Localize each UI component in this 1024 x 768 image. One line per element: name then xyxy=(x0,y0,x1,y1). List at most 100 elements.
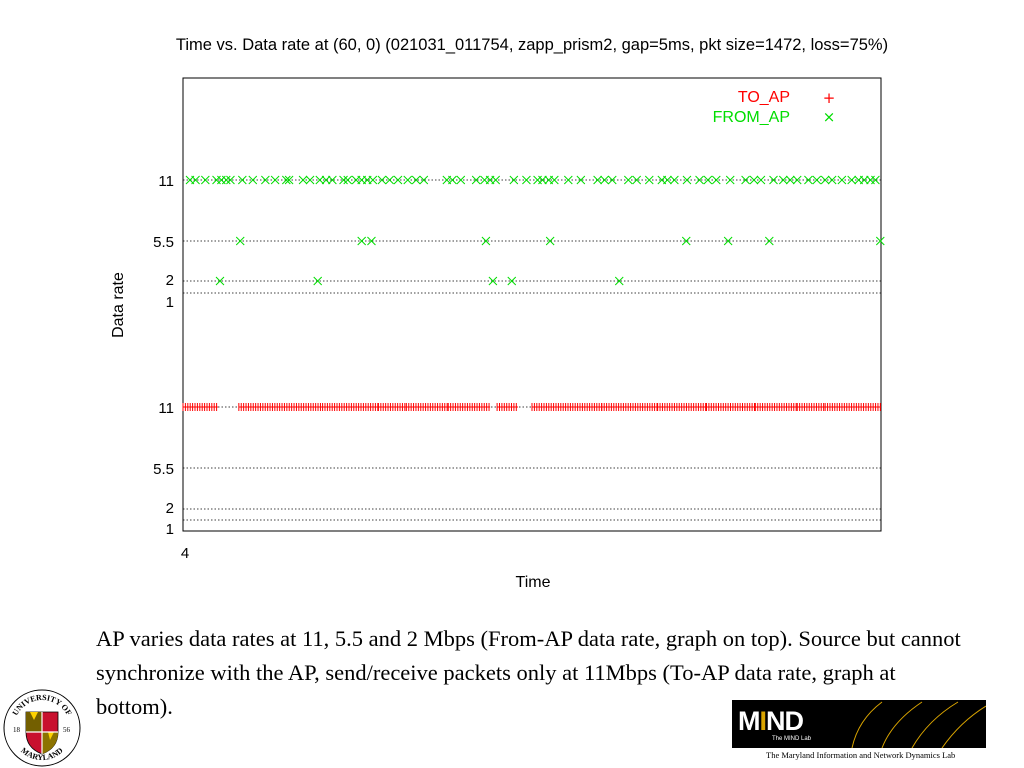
from-ap-point xyxy=(741,175,750,185)
from-ap-point xyxy=(545,236,555,246)
y-tick-label-top: 11 xyxy=(158,173,174,190)
from-ap-point xyxy=(778,175,788,185)
from-ap-point xyxy=(393,175,403,185)
from-ap-point xyxy=(600,175,609,185)
from-ap-point xyxy=(313,276,323,286)
from-ap-point xyxy=(749,175,759,185)
from-ap-point xyxy=(695,175,704,185)
from-ap-point xyxy=(221,175,231,185)
from-ap-point xyxy=(315,175,325,185)
from-ap-point xyxy=(270,175,280,185)
y-tick-label-bottom: 2 xyxy=(166,500,174,517)
from-ap-point xyxy=(357,236,367,246)
from-ap-point xyxy=(191,175,200,185)
from-ap-point xyxy=(507,276,517,286)
university-of-maryland-seal: UNIVERSITY OF MARYLAND 18 56 xyxy=(3,689,81,767)
from-ap-point xyxy=(723,236,733,246)
legend-marker-from-ap: × xyxy=(823,108,836,126)
from-ap-point xyxy=(859,175,869,185)
from-ap-point xyxy=(623,175,633,185)
from-ap-point xyxy=(522,175,531,185)
from-ap-point xyxy=(343,175,353,185)
mind-subtitle: The MIND Lab xyxy=(772,736,812,742)
y-axis-label: Data rate xyxy=(110,272,127,338)
plot-frame xyxy=(182,77,882,532)
legend: TO_AP + FROM_AP × xyxy=(713,89,836,126)
maryland-flag-shield xyxy=(25,711,59,755)
from-ap-point xyxy=(385,175,394,185)
from-ap-point xyxy=(614,276,624,286)
from-ap-point xyxy=(871,175,880,185)
legend-marker-to-ap: + xyxy=(823,89,836,107)
from-ap-point xyxy=(632,175,642,185)
from-ap-point xyxy=(670,175,679,185)
from-ap-point xyxy=(261,175,270,185)
grid-lines xyxy=(183,179,881,521)
from-ap-point xyxy=(237,175,247,185)
from-ap-point xyxy=(538,175,547,185)
from-ap-point xyxy=(812,175,822,185)
from-ap-point xyxy=(248,175,258,185)
from-ap-point xyxy=(756,175,766,185)
x-tick-label: 4 xyxy=(181,545,189,562)
mind-lab-logo: MIND The MIND Lab The Maryland Informati… xyxy=(732,700,986,762)
y-tick-label-bottom: 11 xyxy=(158,400,174,417)
from-ap-point xyxy=(448,175,457,185)
from-ap-point xyxy=(419,175,429,185)
from-ap-point xyxy=(769,175,778,185)
seal-year-right: 56 xyxy=(63,726,71,734)
from-ap-point xyxy=(764,236,774,246)
from-ap-point xyxy=(509,175,519,185)
from-ap-point xyxy=(827,175,837,185)
from-ap-point xyxy=(215,276,225,286)
from-ap-point xyxy=(403,175,413,185)
from-ap-point xyxy=(847,175,857,185)
from-ap-point xyxy=(491,175,501,185)
from-ap-point xyxy=(298,175,308,185)
from-ap-point xyxy=(711,175,721,185)
from-ap-point xyxy=(368,175,378,185)
mind-footer-text: The Maryland Information and Network Dyn… xyxy=(766,750,956,760)
mind-decorative-arcs xyxy=(851,701,986,748)
from-ap-point xyxy=(328,175,337,185)
from-ap-point xyxy=(481,236,491,246)
y-tick-label-top: 5.5 xyxy=(153,234,174,251)
from-ap-point xyxy=(377,175,387,185)
from-ap-point xyxy=(488,276,498,286)
from-ap-point xyxy=(339,175,348,185)
mind-logo-box: MIND The MIND Lab xyxy=(732,700,986,748)
x-axis-label: Time xyxy=(516,574,551,591)
slide-caption: AP varies data rates at 11, 5.5 and 2 Mb… xyxy=(96,626,961,719)
legend-label-to-ap: TO_AP xyxy=(738,89,790,106)
from-ap-point xyxy=(576,175,586,185)
from-ap-point xyxy=(411,175,421,185)
from-ap-point xyxy=(792,175,802,185)
y-tick-label-bottom: 1 xyxy=(166,521,174,538)
from-ap-point xyxy=(785,175,795,185)
from-ap-point xyxy=(200,175,210,185)
from-ap-point xyxy=(681,236,691,246)
from-ap-point xyxy=(682,175,692,185)
from-ap-point xyxy=(235,236,245,246)
from-ap-point xyxy=(284,175,294,185)
from-ap-point xyxy=(703,175,713,185)
legend-label-from-ap: FROM_AP xyxy=(713,109,790,126)
from-ap-point xyxy=(725,175,735,185)
mind-letter-m: M xyxy=(738,706,760,736)
from-ap-point xyxy=(875,236,885,246)
seal-year-left: 18 xyxy=(13,726,21,734)
from-ap-point xyxy=(804,175,813,185)
mind-letter-i: I xyxy=(759,706,767,736)
from-ap-point xyxy=(281,175,291,185)
mind-wordmark: MIND xyxy=(738,706,804,737)
from-ap-point xyxy=(367,236,376,246)
chart-title: Time vs. Data rate at (60, 0) (021031_01… xyxy=(175,36,889,54)
from-ap-point xyxy=(321,175,331,185)
from-ap-point xyxy=(549,175,559,185)
from-ap-point xyxy=(471,175,481,185)
from-ap-point xyxy=(644,175,654,185)
y-tick-label-top: 2 xyxy=(166,272,174,289)
from-ap-point xyxy=(305,175,315,185)
